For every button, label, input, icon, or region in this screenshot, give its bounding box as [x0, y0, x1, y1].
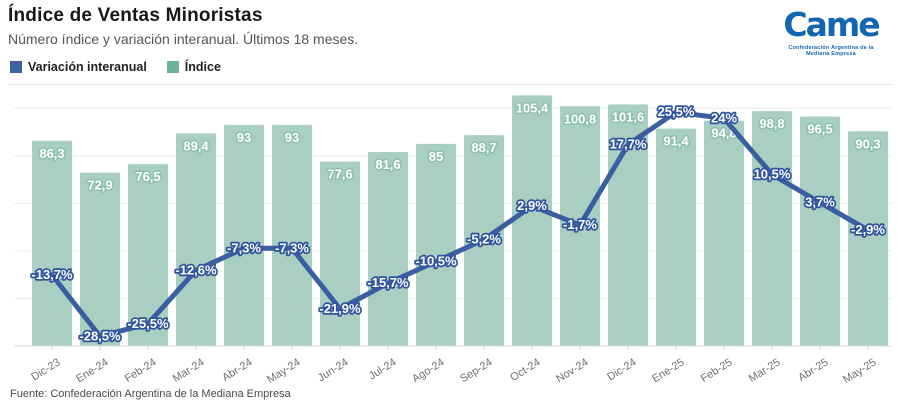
index-bar-value: 85	[429, 149, 443, 164]
legend-swatch-indice-icon	[166, 61, 179, 73]
index-bar-value: 77,6	[327, 166, 352, 181]
source-note: Fuente: Confederación Argentina de la Me…	[10, 388, 291, 400]
x-axis-label: Nov-24	[554, 356, 590, 385]
came-logo: Came Confederación Argentina de la Media…	[776, 2, 886, 57]
variation-point-label: -15,7%	[367, 275, 409, 290]
x-axis-label: Sep-24	[458, 356, 494, 385]
index-bar-value: 91,4	[663, 134, 689, 149]
x-axis-label: Ene-25	[650, 356, 686, 385]
index-bar	[320, 161, 360, 346]
x-axis-label: Mar-25	[747, 356, 783, 385]
index-bar-value: 81,6	[375, 157, 400, 172]
index-bar-value: 100,8	[564, 111, 597, 126]
x-axis-label: Dic-23	[29, 356, 62, 383]
index-bar	[752, 111, 792, 347]
index-bar	[272, 124, 312, 346]
index-bar	[512, 95, 552, 346]
x-axis-label: Jul-24	[367, 356, 399, 382]
index-bar-value: 93	[285, 130, 299, 145]
variation-point-label: -7,3%	[227, 240, 261, 255]
index-bar	[176, 133, 216, 346]
variation-point-label: -10,5%	[415, 254, 457, 269]
index-bar-value: 86,3	[39, 146, 64, 161]
index-bar	[80, 172, 120, 346]
came-logo-word: Came	[783, 5, 880, 44]
index-bar-value: 105,4	[516, 100, 549, 115]
came-logo-tagline: Confederación Argentina de la Mediana Em…	[788, 45, 874, 57]
x-axis-label: Jun-24	[316, 356, 351, 384]
legend-item-variacion: Variación interanual	[10, 60, 147, 74]
variation-point-label: 2,9%	[517, 198, 547, 213]
index-bar	[416, 143, 456, 346]
variation-point-label: -28,5%	[79, 328, 121, 343]
chart-legend: Variación interanual Índice	[10, 60, 221, 74]
index-bar-value: 101,6	[612, 109, 645, 124]
x-axis-label: Ago-24	[410, 356, 446, 385]
index-bar	[656, 128, 696, 346]
index-bar	[32, 140, 72, 346]
x-axis-label: Abr-24	[220, 356, 254, 384]
variation-point-label: 3,7%	[805, 195, 835, 210]
x-axis-label: Abr-25	[796, 356, 830, 384]
x-axis-label: May-25	[841, 356, 878, 386]
x-axis-label: Mar-24	[171, 356, 207, 385]
index-bar	[800, 116, 840, 346]
x-axis-label: Oct-24	[508, 356, 542, 384]
index-bar-value: 96,5	[807, 122, 832, 137]
x-axis-label: Dic-24	[605, 356, 638, 383]
chart-canvas: 86,3 72,9 76,5 89,4 93 93 77,6 81,6 85 88,7 105,4 1…	[14, 95, 892, 386]
variation-point-label: 17,7%	[610, 137, 647, 152]
index-bar-value: 98,8	[759, 116, 784, 131]
page-subtitle: Número índice y variación interanual. Úl…	[8, 31, 359, 47]
variation-point-label: -13,7%	[31, 267, 73, 282]
index-bar	[368, 151, 408, 346]
legend-item-indice: Índice	[166, 60, 221, 74]
x-axis-label: Feb-25	[699, 356, 735, 385]
variation-line	[49, 109, 871, 339]
chart-area: 86,3 72,9 76,5 89,4 93 93 77,6 81,6 85 88,7 105,4 1…	[0, 84, 900, 390]
index-bar-value: 72,9	[87, 178, 112, 193]
legend-label-variacion: Variación interanual	[28, 60, 147, 74]
variation-point-label: -21,9%	[319, 301, 361, 316]
index-bar-value: 76,5	[135, 169, 160, 184]
variation-point-label: 25,5%	[658, 104, 695, 119]
x-axis-label: Ene-24	[74, 356, 110, 385]
variation-point-label: -2,9%	[851, 222, 885, 237]
variation-point-label: -25,5%	[127, 316, 169, 331]
variation-point-label: -7,3%	[275, 240, 309, 255]
page-title: Índice de Ventas Minoristas	[8, 5, 263, 26]
index-bar-value: 89,4	[183, 138, 209, 153]
x-axis-label: Feb-24	[123, 356, 159, 385]
legend-label-indice: Índice	[184, 60, 221, 74]
variation-point-label: -5,2%	[467, 232, 501, 247]
variation-point-label: 10,5%	[754, 166, 791, 181]
index-bar	[224, 124, 264, 346]
legend-swatch-variacion-icon	[10, 61, 22, 73]
header-divider	[8, 84, 892, 85]
index-bar-value: 93	[237, 130, 251, 145]
index-bar	[848, 131, 888, 346]
x-axis-label: May-24	[265, 356, 302, 386]
variation-point-label: -12,6%	[175, 262, 217, 277]
index-bar-value: 90,3	[855, 136, 880, 151]
index-bar	[704, 120, 744, 346]
index-bar-value: 88,7	[471, 140, 496, 155]
variation-point-label: -1,7%	[563, 217, 597, 232]
variation-point-label: 24%	[711, 110, 737, 125]
index-bar	[128, 164, 168, 346]
